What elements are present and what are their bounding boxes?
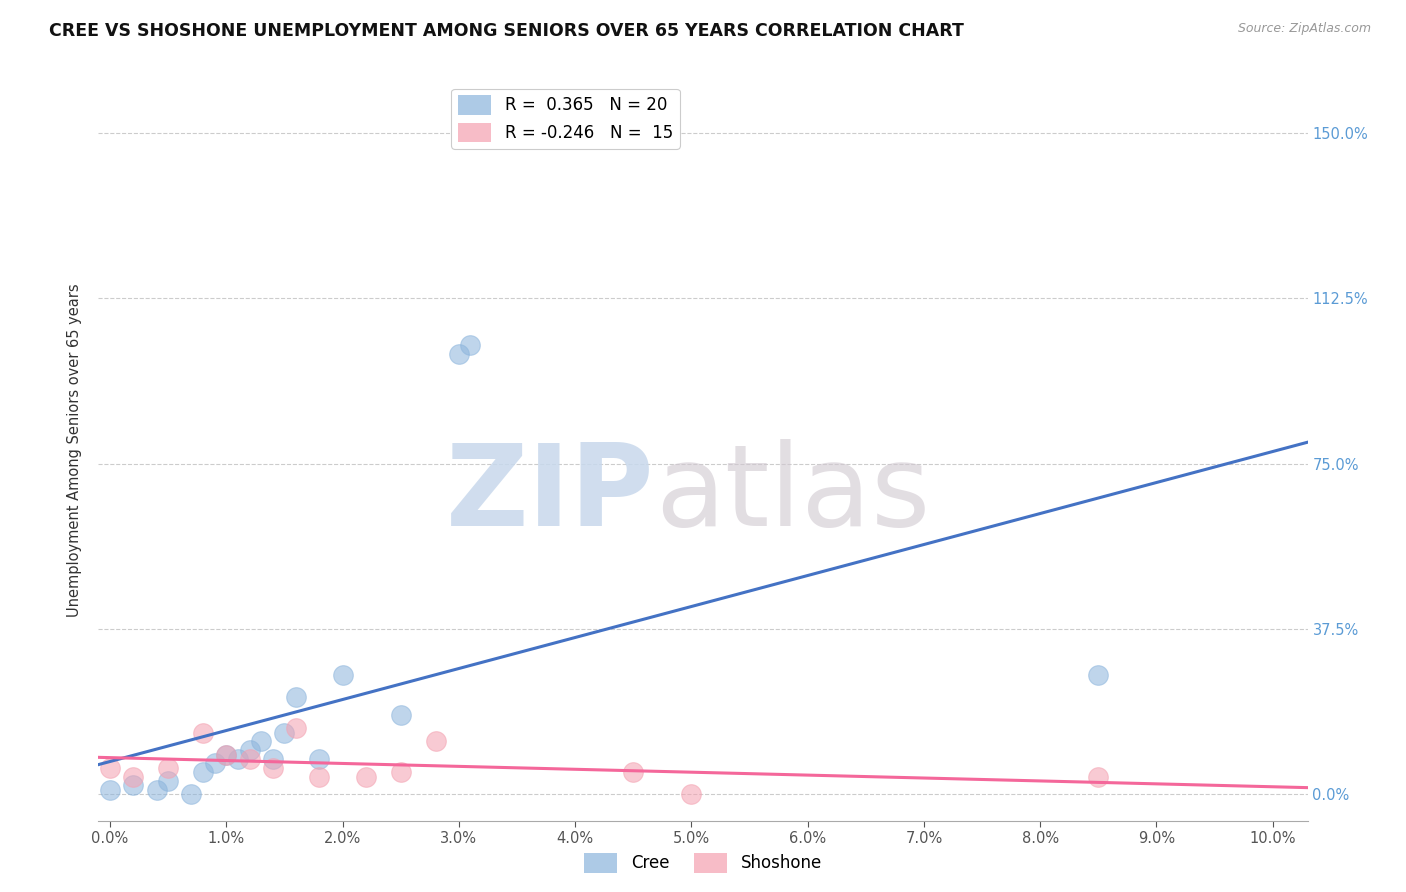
Point — [262, 752, 284, 766]
Point — [1087, 770, 1109, 784]
Point — [1087, 668, 1109, 682]
Point — [239, 743, 262, 757]
Point — [273, 725, 295, 739]
Point — [226, 752, 249, 766]
Point — [354, 770, 377, 784]
Point — [180, 787, 202, 801]
Point — [215, 747, 238, 762]
Point — [308, 752, 330, 766]
Point — [98, 782, 121, 797]
Point — [621, 765, 644, 780]
Point — [239, 752, 262, 766]
Point — [447, 346, 470, 360]
Text: CREE VS SHOSHONE UNEMPLOYMENT AMONG SENIORS OVER 65 YEARS CORRELATION CHART: CREE VS SHOSHONE UNEMPLOYMENT AMONG SENI… — [49, 22, 965, 40]
Point — [122, 770, 145, 784]
Point — [98, 761, 121, 775]
Legend: R =  0.365   N = 20, R = -0.246   N =  15: R = 0.365 N = 20, R = -0.246 N = 15 — [451, 88, 679, 149]
Point — [262, 761, 284, 775]
Point — [122, 778, 145, 792]
Point — [285, 690, 308, 705]
Point — [460, 337, 482, 351]
Point — [285, 721, 308, 735]
Point — [425, 734, 447, 748]
Y-axis label: Unemployment Among Seniors over 65 years: Unemployment Among Seniors over 65 years — [67, 284, 83, 617]
Point — [191, 765, 214, 780]
Point — [389, 707, 412, 722]
Point — [215, 747, 238, 762]
Point — [157, 761, 180, 775]
Point — [204, 756, 226, 771]
Text: atlas: atlas — [655, 440, 929, 550]
Legend: Cree, Shoshone: Cree, Shoshone — [578, 847, 828, 880]
Point — [250, 734, 273, 748]
Point — [157, 774, 180, 789]
Point — [191, 725, 214, 739]
Point — [308, 770, 330, 784]
Point — [332, 668, 354, 682]
Point — [145, 782, 167, 797]
Point — [389, 765, 412, 780]
Text: ZIP: ZIP — [446, 440, 655, 550]
Point — [681, 787, 703, 801]
Text: Source: ZipAtlas.com: Source: ZipAtlas.com — [1237, 22, 1371, 36]
